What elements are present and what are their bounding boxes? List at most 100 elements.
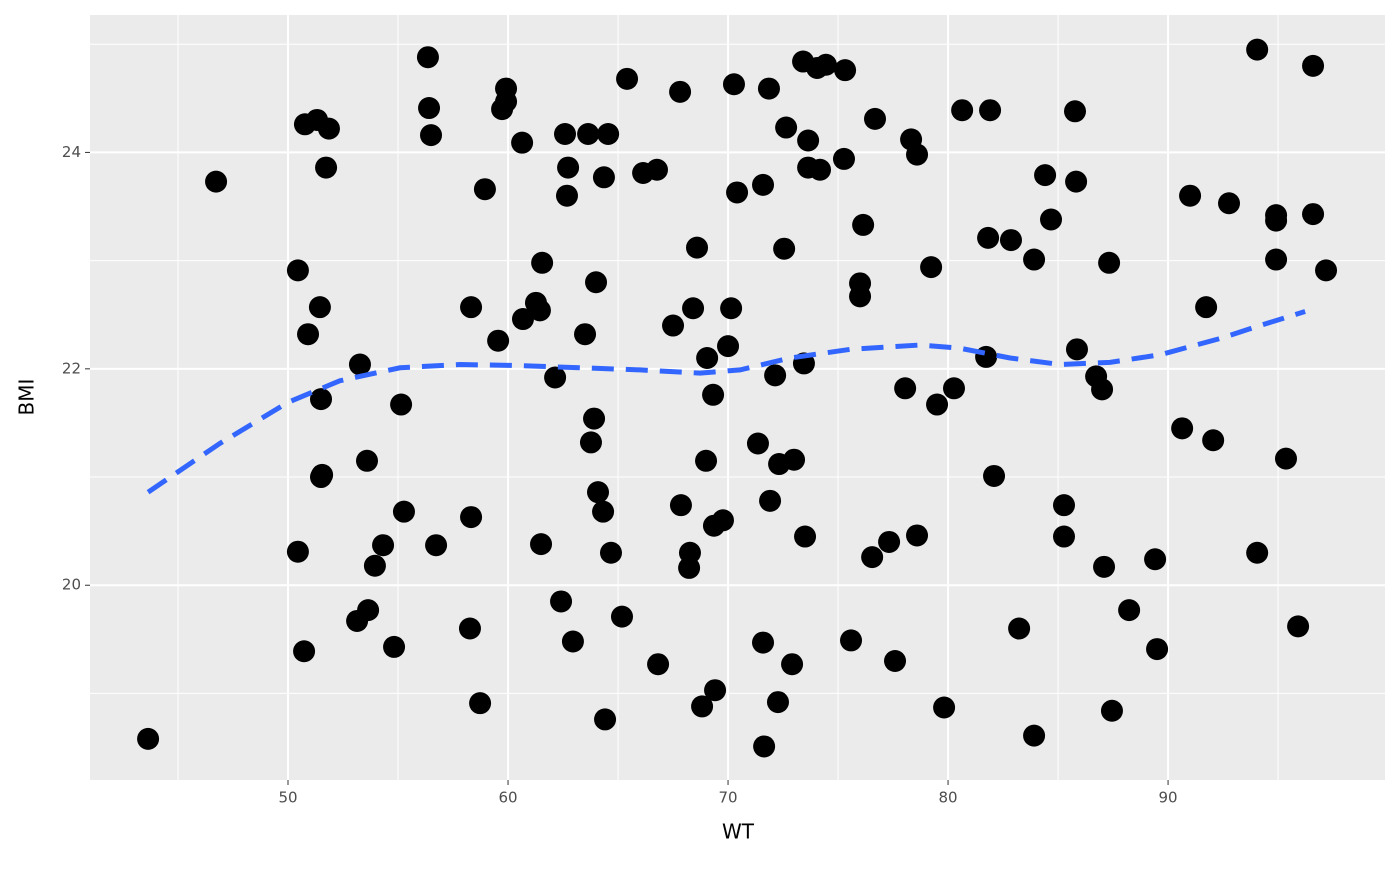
point [585, 271, 608, 294]
point [1100, 699, 1123, 722]
point [1315, 259, 1338, 282]
point [773, 237, 796, 260]
point [942, 377, 965, 400]
point [597, 123, 620, 146]
point [357, 599, 380, 622]
point [1118, 599, 1141, 622]
point [308, 296, 331, 319]
point [781, 653, 804, 676]
point [794, 525, 817, 548]
x-tick-label: 80 [939, 789, 958, 807]
point [1144, 548, 1167, 571]
point [205, 170, 228, 193]
point [1065, 338, 1088, 361]
point [717, 335, 740, 358]
point [1302, 54, 1325, 77]
point [544, 366, 567, 389]
point [592, 166, 615, 189]
point [746, 432, 769, 455]
y-tick-label: 22 [62, 359, 81, 377]
point [531, 251, 554, 274]
point [348, 353, 371, 376]
point [310, 388, 333, 411]
point [577, 123, 600, 146]
point [647, 653, 670, 676]
point [691, 695, 714, 718]
point [852, 213, 875, 236]
point [286, 259, 309, 282]
point [418, 97, 441, 120]
point [814, 53, 837, 76]
point [1302, 203, 1325, 226]
point [1034, 164, 1057, 187]
point [555, 184, 578, 207]
point [1053, 525, 1076, 548]
point [1053, 494, 1076, 517]
point [1098, 251, 1121, 274]
point [757, 77, 780, 100]
point [884, 649, 907, 672]
point [983, 464, 1006, 487]
point [469, 692, 492, 715]
point [511, 131, 534, 154]
point [594, 708, 617, 731]
point [682, 297, 705, 320]
x-tick-label: 50 [278, 789, 297, 807]
point [610, 605, 633, 628]
point [425, 534, 448, 557]
point [753, 735, 776, 758]
point [528, 299, 551, 322]
point [616, 67, 639, 90]
point [878, 530, 901, 553]
point [460, 296, 483, 319]
point [317, 117, 340, 140]
x-tick-label: 90 [1159, 789, 1178, 807]
point [1218, 192, 1241, 215]
point [832, 147, 855, 170]
point [977, 226, 1000, 249]
point [1040, 208, 1063, 231]
point [720, 297, 743, 320]
point [392, 500, 415, 523]
point [1274, 447, 1297, 470]
point [599, 541, 622, 564]
point [797, 129, 820, 152]
point [951, 99, 974, 122]
point [1064, 100, 1087, 123]
point [933, 696, 956, 719]
point [1195, 296, 1218, 319]
point [894, 377, 917, 400]
point [1008, 617, 1031, 640]
point [759, 489, 782, 512]
point [1065, 170, 1088, 193]
y-tick-label: 24 [62, 143, 81, 161]
point [686, 236, 709, 259]
point [752, 631, 775, 654]
point [764, 364, 787, 387]
point [669, 80, 692, 103]
point [696, 347, 719, 370]
point [1179, 184, 1202, 207]
point [711, 509, 734, 532]
point [926, 393, 949, 416]
point [979, 99, 1002, 122]
point [1287, 615, 1310, 638]
point [460, 506, 483, 529]
point [495, 90, 518, 113]
x-tick-label: 70 [718, 789, 737, 807]
point [583, 407, 606, 430]
point [975, 345, 998, 368]
point [702, 383, 725, 406]
point [766, 691, 789, 714]
point [557, 156, 580, 179]
point [1093, 555, 1116, 578]
point [752, 173, 775, 196]
point [1171, 417, 1194, 440]
point [645, 158, 668, 181]
point [1202, 429, 1225, 452]
point [310, 466, 333, 489]
point [574, 323, 597, 346]
panel [90, 15, 1385, 780]
point [861, 546, 884, 569]
point [293, 640, 316, 663]
